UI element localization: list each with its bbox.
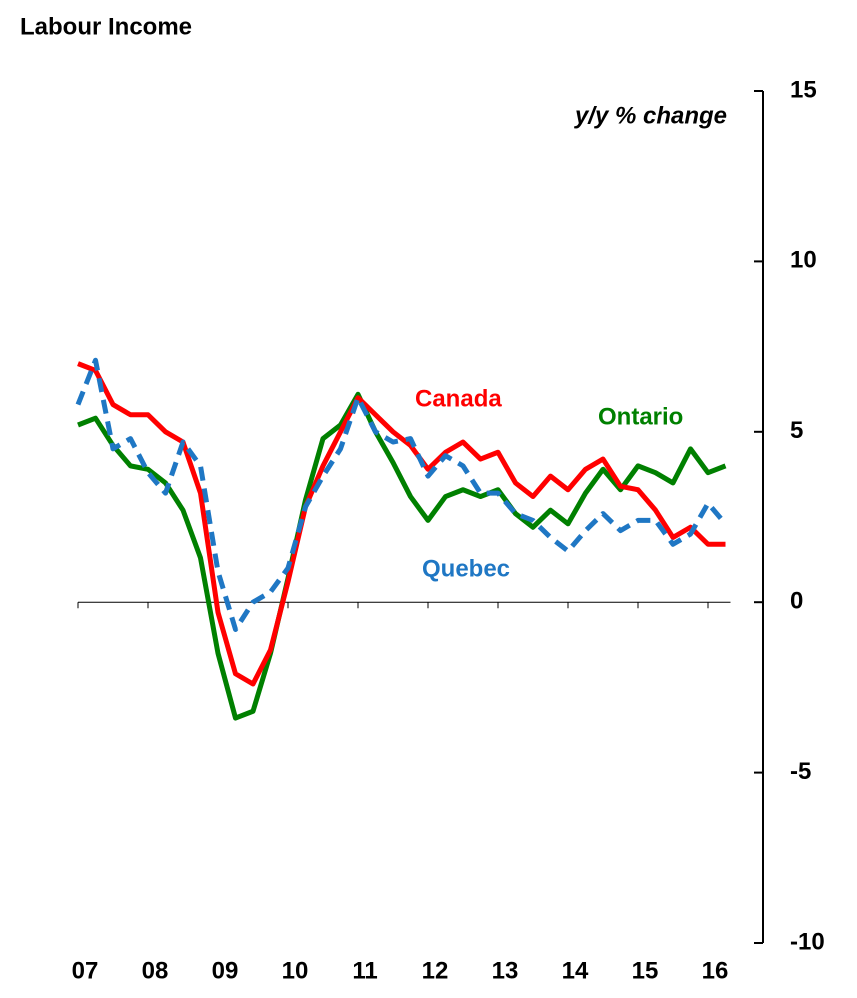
x-tick-label: 16	[702, 957, 729, 984]
x-tick-label: 12	[422, 957, 449, 984]
y-tick-label: 10	[790, 247, 817, 274]
chart-title: Labour Income	[20, 13, 192, 40]
x-tick-label: 15	[632, 957, 659, 984]
x-tick-label: 14	[562, 957, 589, 984]
x-tick-label: 11	[352, 957, 377, 984]
y-tick-label: -5	[790, 758, 811, 785]
y-tick-label: 5	[790, 417, 803, 444]
y-axis-label: y/y % change	[574, 102, 727, 129]
x-tick-label: 13	[492, 957, 519, 984]
series-line	[77, 391, 727, 721]
series-label: Quebec	[422, 555, 510, 582]
y-tick-label: 0	[790, 588, 803, 615]
series-label: Canada	[415, 385, 502, 412]
y-tick-label: -10	[790, 928, 825, 955]
series-line	[77, 361, 726, 687]
x-tick-label: 09	[212, 957, 239, 984]
y-tick-label: 15	[790, 76, 817, 103]
x-tick-label: 10	[282, 957, 309, 984]
x-tick-label: 07	[72, 957, 99, 984]
x-tick-label: 08	[142, 957, 169, 984]
series-label: Ontario	[598, 403, 683, 430]
